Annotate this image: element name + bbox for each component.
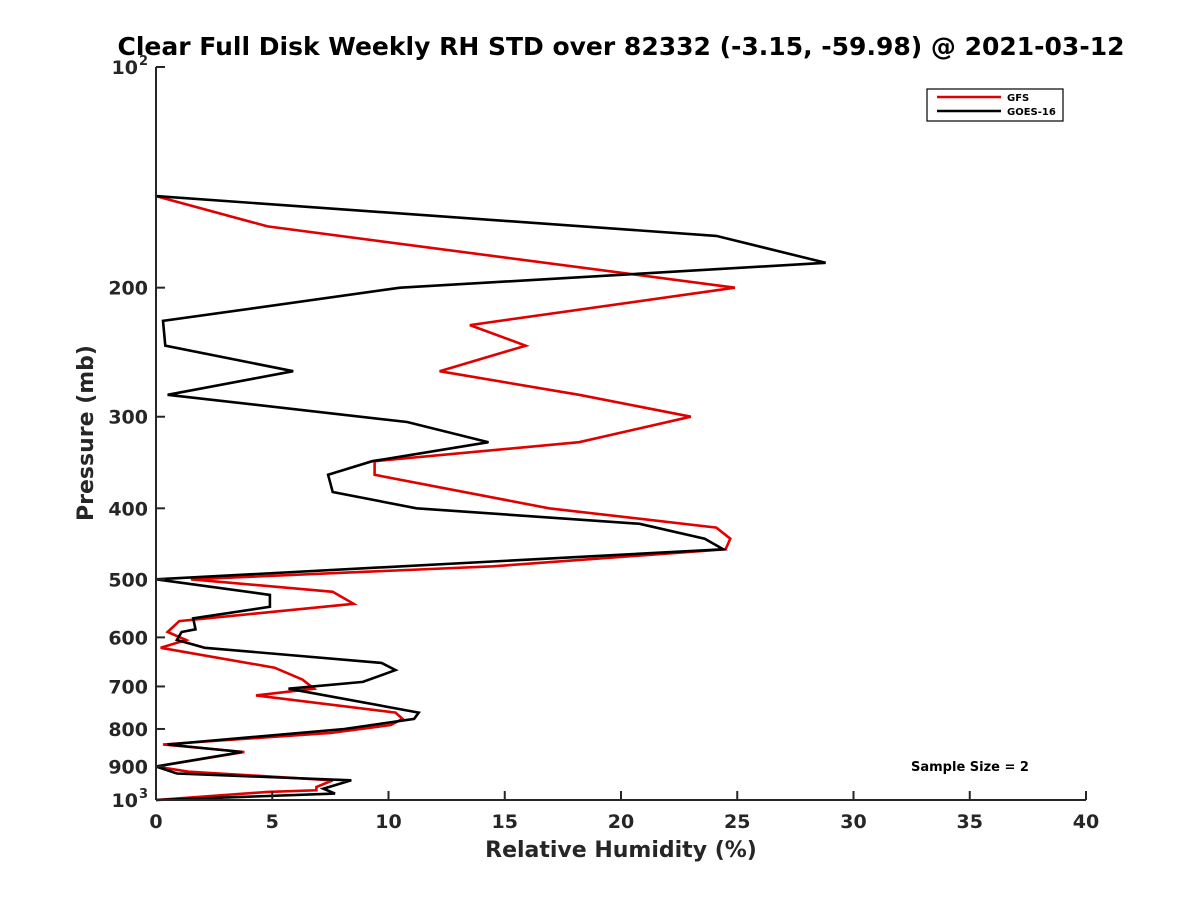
y-tick-label: 200: [108, 278, 148, 300]
legend: GFS GOES-16: [926, 88, 1064, 122]
x-tick-label: 0: [149, 811, 162, 833]
x-ticks: 0 5 10 15 20 25 30 35 40: [149, 791, 1099, 833]
series-layer: [155, 194, 826, 802]
legend-label-goes16: GOES-16: [1007, 107, 1056, 118]
x-tick-label: 30: [840, 811, 866, 833]
y-tick-label: 10: [112, 790, 138, 812]
y-tick-label: 10: [112, 57, 138, 79]
x-tick-label: 25: [724, 811, 750, 833]
x-tick-label: 35: [957, 811, 983, 833]
series-line-goes16: [155, 194, 826, 802]
y-tick-label: 500: [108, 569, 148, 591]
x-tick-label: 5: [266, 811, 279, 833]
y-tick-label: 600: [108, 627, 148, 649]
y-tick-exponent: 2: [139, 54, 148, 69]
y-tick-label: 300: [108, 407, 148, 429]
x-axis-label: Relative Humidity (%): [485, 838, 757, 863]
legend-label-gfs: GFS: [1007, 93, 1029, 104]
x-tick-label: 40: [1073, 811, 1099, 833]
legend-box: [926, 88, 1064, 122]
y-tick-label: 700: [108, 676, 148, 698]
x-tick-label: 15: [492, 811, 518, 833]
y-tick-label: 400: [108, 498, 148, 520]
y-axis-label: Pressure (mb): [74, 345, 99, 521]
chart-title: Clear Full Disk Weekly RH STD over 82332…: [118, 32, 1125, 61]
y-tick-exponent: 3: [139, 787, 148, 802]
y-tick-label: 900: [108, 756, 148, 778]
x-tick-label: 20: [608, 811, 634, 833]
sample-size-annotation: Sample Size = 2: [911, 760, 1029, 775]
x-tick-label: 10: [375, 811, 401, 833]
y-tick-label: 800: [108, 719, 148, 741]
